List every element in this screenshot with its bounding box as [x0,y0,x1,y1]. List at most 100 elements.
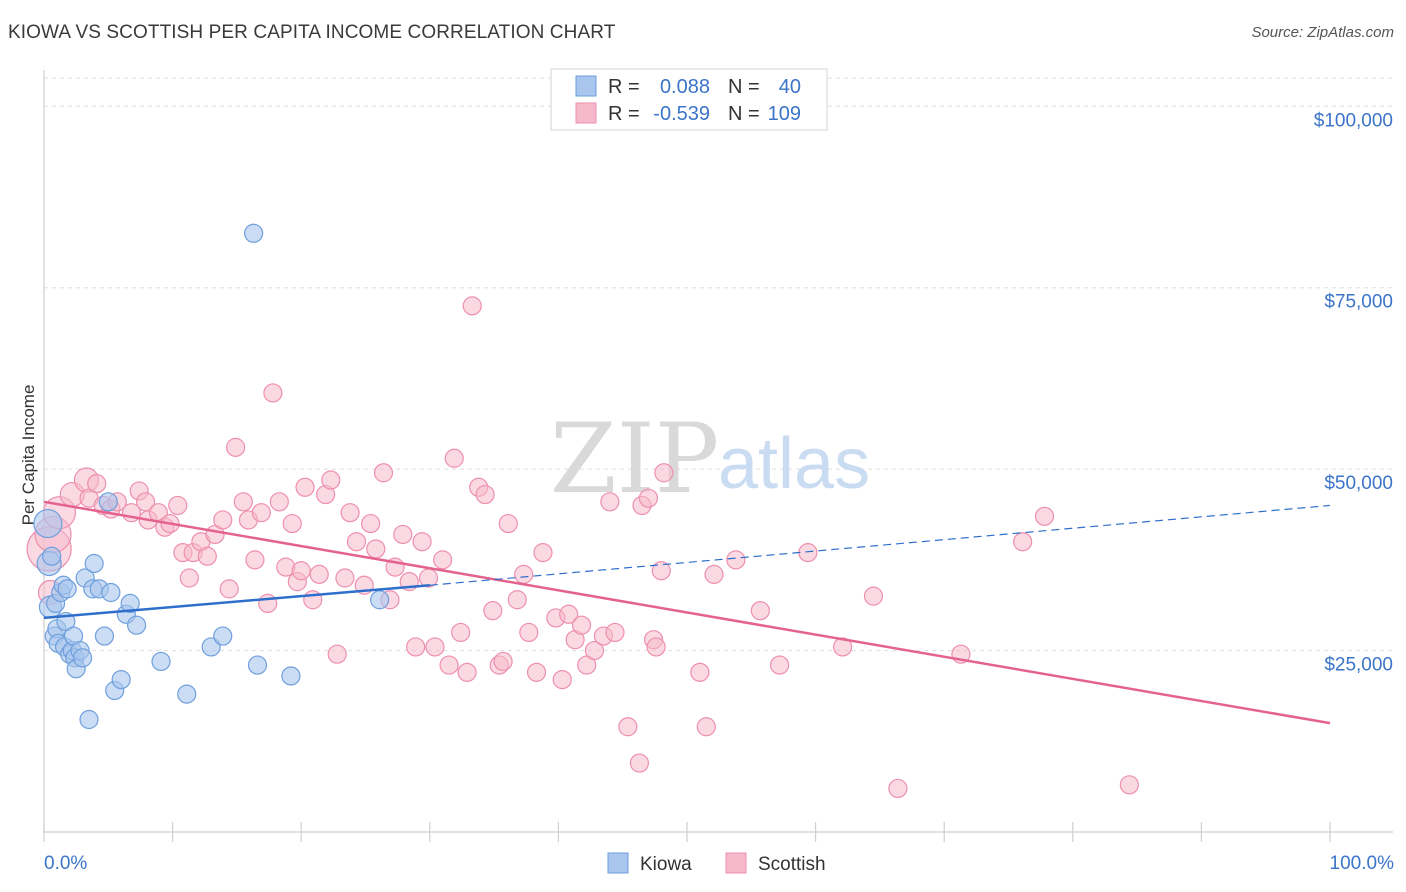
scottish-point [219,579,239,599]
kiowa-point [79,709,99,730]
scottish-point [514,564,534,584]
legend-kiowa-n-label: N = [728,76,760,98]
scottish-point [584,640,605,661]
scottish-point [1119,775,1139,795]
scottish-point [346,532,367,552]
y-axis-label: Per Capita Income [19,385,38,526]
kiowa-point [244,223,264,243]
scottish-point [291,561,311,581]
watermark-zip: ZIP [550,403,719,515]
scottish-point [690,662,710,682]
scottish-point [251,503,271,523]
scottish-point [327,644,347,664]
scottish-point [366,539,386,559]
scottish-point [457,662,477,682]
scottish-point [654,463,674,483]
scottish-point [571,615,592,635]
kiowa-point [101,582,121,603]
scottish-point [493,651,513,672]
scottish-point [798,542,818,563]
kiowa-points [33,223,390,730]
y-tick-label: $75,000 [1324,292,1393,313]
scottish-point [600,492,620,512]
kiowa-point [111,669,131,690]
scottish-point [638,488,659,508]
kiowa-point [247,655,268,675]
scottish-point [245,550,265,570]
scottish-point [888,778,908,799]
trend-lines [43,500,1331,725]
scottish-trend-line [43,500,1331,725]
y-tick-label: $50,000 [1324,473,1393,494]
x-tick-label-min: 0.0% [44,853,87,874]
legend-scottish-n-label: N = [728,103,760,125]
scottish-point [750,601,770,621]
scottish-point [393,524,413,545]
scottish-point [651,561,671,581]
kiowa-point [370,590,390,610]
scottish-point [552,669,572,690]
y-tick-labels: $25,000 $50,000 $75,000 $100,000 [1314,110,1393,675]
scottish-point [1034,506,1055,526]
kiowa-point [84,553,104,574]
kiowa-point [57,579,77,599]
kiowa-point [151,651,171,672]
scottish-point [406,637,426,657]
scottish-point [629,753,650,773]
kiowa-point [126,615,147,635]
kiowa-point [120,593,140,614]
scottish-point [769,655,790,675]
scottish-point [462,296,482,316]
kiowa-point [213,626,233,646]
scottish-point [233,492,253,512]
scottish-point [321,470,341,490]
bottom-legend-scottish-swatch [725,852,747,874]
kiowa-point [281,666,301,686]
scottish-point [519,622,539,643]
legend-kiowa-n-value: 40 [779,76,801,98]
scottish-point [361,513,381,534]
scottish-point [704,564,724,584]
scottish-point [863,586,884,606]
kiowa-point [72,648,93,668]
scottish-point [425,637,445,657]
scottish-point [197,546,217,566]
scottish-point [213,510,233,530]
scottish-point [258,593,278,614]
legend-box: R = 0.088 N = 40 R = -0.539 N = 109 [550,68,828,131]
kiowa-trend-line [43,584,430,620]
scottish-point [646,637,666,657]
scottish-point [168,495,188,516]
grid-lines [44,77,1393,652]
kiowa-point [42,546,62,566]
scottish-point [433,550,453,570]
scottish-point [605,622,625,643]
source-label: Source: ZipAtlas.com [1251,24,1394,41]
legend-scottish-r-value: -0.539 [653,103,710,125]
bottom-legend-kiowa-label: Kiowa [640,854,692,875]
scottish-point [226,437,246,457]
scottish-point [833,637,853,657]
scottish-point [295,477,315,497]
legend-kiowa-swatch [575,75,597,97]
scottish-point [559,604,579,624]
kiowa-trend-extension [429,504,1331,586]
y-tick-label: $100,000 [1314,110,1393,131]
legend-scottish-r-label: R = [608,103,640,125]
scottish-point [483,601,503,621]
scottish-point [269,492,289,512]
bottom-legend-scottish-label: Scottish [758,854,826,875]
scottish-point [498,513,518,534]
scottish-point [533,542,553,563]
legend-kiowa-r-value: 0.088 [660,76,710,98]
scottish-point [526,662,547,682]
scottish-point [507,590,527,610]
chart-title: KIOWA VS SCOTTISH PER CAPITA INCOME CORR… [8,22,616,43]
scottish-point [373,463,394,483]
bottom-legend-kiowa-swatch [607,852,629,874]
scottish-point [451,622,471,643]
scottish-point [309,564,329,584]
legend-kiowa-r-label: R = [608,76,640,98]
scottish-point [618,717,638,737]
